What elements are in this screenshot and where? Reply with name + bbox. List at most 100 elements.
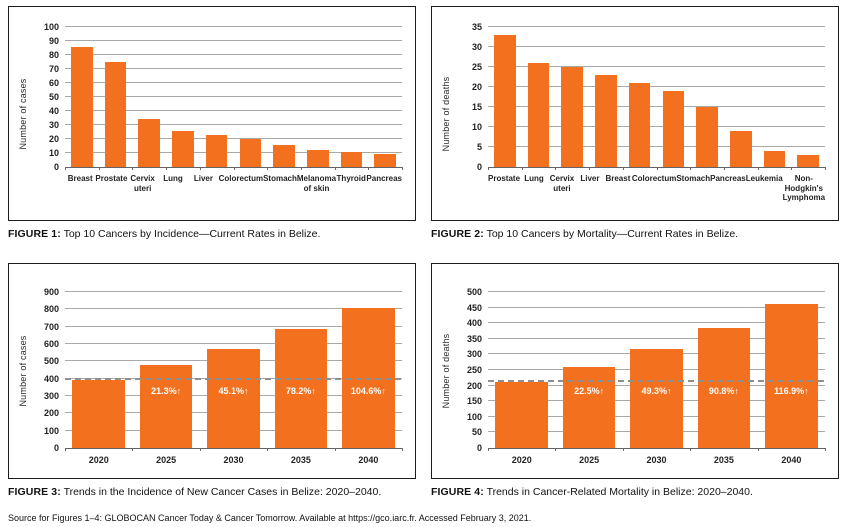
caption-text: Top 10 Cancers by Incidence—Current Rate… bbox=[63, 228, 321, 240]
gridline bbox=[65, 308, 402, 310]
bar bbox=[630, 348, 683, 448]
gridline bbox=[488, 146, 825, 147]
x-tick-label: 2030 bbox=[223, 455, 244, 465]
figure-4-chart: 0 50 100 150 200 250 300 350 400 450 500 22.5%↑ 49.3… bbox=[431, 263, 839, 479]
bar-slot bbox=[65, 292, 132, 448]
y-tick-label: 200 bbox=[466, 380, 482, 391]
bar bbox=[273, 144, 295, 167]
x-tick-label: Breast bbox=[67, 174, 93, 183]
bar-slot: 49.3%↑ bbox=[623, 292, 690, 448]
axis-tick bbox=[199, 167, 201, 170]
gridline bbox=[488, 337, 825, 339]
y-tick-label: 300 bbox=[43, 391, 59, 401]
gridline bbox=[488, 26, 825, 27]
x-tick-label: Leukemia bbox=[745, 174, 783, 183]
y-axis-title: Number of deaths bbox=[441, 76, 451, 151]
gridline bbox=[488, 66, 825, 67]
y-tick-label: 600 bbox=[43, 339, 59, 349]
y-tick-label: 0 bbox=[476, 443, 482, 453]
baseline-dashed-line bbox=[65, 378, 402, 381]
pct-label: 22.5%↑ bbox=[574, 385, 605, 396]
chart-area: 0 5 10 15 20 25 30 35 Prostate Lung Cervix uteri Li… bbox=[472, 22, 826, 203]
caption-label: FIGURE 3: bbox=[8, 486, 61, 498]
y-tick-label: 30 bbox=[471, 42, 482, 52]
axis-tick bbox=[521, 167, 523, 170]
x-tick-label: Cervix uteri bbox=[549, 174, 575, 193]
y-tick-label: 20 bbox=[48, 134, 59, 144]
axis-tick bbox=[690, 448, 692, 451]
x-tick-label: 2040 bbox=[781, 455, 802, 465]
y-tick-label: 15 bbox=[471, 102, 482, 112]
y-tick-label: 0 bbox=[53, 162, 59, 172]
gridline bbox=[488, 46, 825, 47]
x-tick-label: Melanoma of skin bbox=[296, 174, 337, 193]
y-tick-label: 35 bbox=[471, 22, 482, 32]
y-tick-label: 5 bbox=[476, 142, 482, 152]
y-tick-label: 500 bbox=[43, 356, 59, 367]
bar-slot bbox=[234, 27, 268, 167]
y-tick-label: 900 bbox=[43, 287, 59, 297]
chart-area: 0 50 100 150 200 250 300 350 400 450 500 22.5%↑ 49.3… bbox=[467, 287, 826, 466]
x-labels-row: Prostate Lung Cervix uteri Liver Breast Color… bbox=[488, 174, 825, 203]
bar-slot bbox=[623, 27, 657, 167]
pct-label: 116.9%↑ bbox=[774, 385, 809, 396]
source-line: Source for Figures 1–4: GLOBOCAN Cancer … bbox=[8, 513, 532, 523]
gridline bbox=[65, 26, 402, 27]
axis-tick bbox=[199, 448, 201, 451]
gridline bbox=[488, 86, 825, 87]
bar bbox=[763, 151, 786, 167]
bar-slot bbox=[657, 27, 691, 167]
axis-tick bbox=[334, 167, 336, 170]
axis-tick bbox=[757, 167, 759, 170]
x-tick-label: 2035 bbox=[290, 455, 311, 465]
y-tick-label: 60 bbox=[48, 78, 59, 88]
gridline bbox=[65, 124, 402, 125]
bar-slot bbox=[368, 27, 402, 167]
axis-tick bbox=[65, 448, 66, 451]
x-tick-label: 2040 bbox=[358, 455, 379, 465]
x-tick-label: Cervix uteri bbox=[130, 174, 155, 193]
y-tick-label: 0 bbox=[53, 443, 59, 453]
gridline bbox=[65, 152, 402, 153]
y-tick-label: 450 bbox=[466, 302, 482, 313]
axis-tick bbox=[555, 448, 557, 451]
bar-slot bbox=[132, 27, 166, 167]
caption-label: FIGURE 1: bbox=[8, 228, 61, 240]
bar-slot bbox=[200, 27, 234, 167]
axis-tick bbox=[555, 167, 557, 170]
x-tick-label: 2020 bbox=[88, 455, 109, 465]
plot-area: 0 5 10 15 20 25 30 35 bbox=[472, 22, 826, 172]
y-tick-label: 10 bbox=[48, 148, 59, 158]
x-tick-label: Stomach bbox=[676, 174, 711, 183]
axis-tick bbox=[166, 167, 168, 170]
axis-tick bbox=[488, 448, 489, 451]
y-tick-label: 100 bbox=[43, 22, 59, 32]
figure-4-caption: FIGURE 4: Trends in Cancer-Related Morta… bbox=[431, 486, 839, 498]
bar bbox=[207, 348, 260, 448]
bar-slot: 22.5%↑ bbox=[555, 292, 622, 448]
x-axis-ticks bbox=[488, 167, 826, 171]
y-tick-label: 350 bbox=[466, 333, 482, 344]
bar-slot bbox=[335, 27, 369, 167]
x-tick-label: Pancreas bbox=[366, 174, 403, 183]
bar-slot: 21.3%↑ bbox=[132, 292, 199, 448]
bar bbox=[494, 35, 516, 167]
y-axis-title: Number of cases bbox=[18, 335, 28, 407]
x-tick-label: Lung bbox=[163, 174, 183, 183]
caption-label: FIGURE 4: bbox=[431, 486, 484, 498]
axis-tick bbox=[98, 167, 100, 170]
y-tick-label: 400 bbox=[43, 373, 59, 384]
axis-tick bbox=[723, 167, 725, 170]
plot-area: 0 10 20 30 40 50 60 70 80 90 100 bbox=[44, 22, 403, 172]
axis-tick bbox=[488, 167, 489, 170]
axis-tick bbox=[825, 167, 826, 170]
gridline bbox=[65, 68, 402, 69]
gridline bbox=[65, 82, 402, 83]
axis-tick bbox=[825, 448, 826, 451]
axis-tick bbox=[690, 167, 692, 170]
axis-tick bbox=[589, 167, 591, 170]
axis-tick bbox=[132, 448, 134, 451]
bar-slot bbox=[65, 27, 99, 167]
axis-tick bbox=[622, 448, 624, 451]
bar bbox=[104, 62, 127, 167]
